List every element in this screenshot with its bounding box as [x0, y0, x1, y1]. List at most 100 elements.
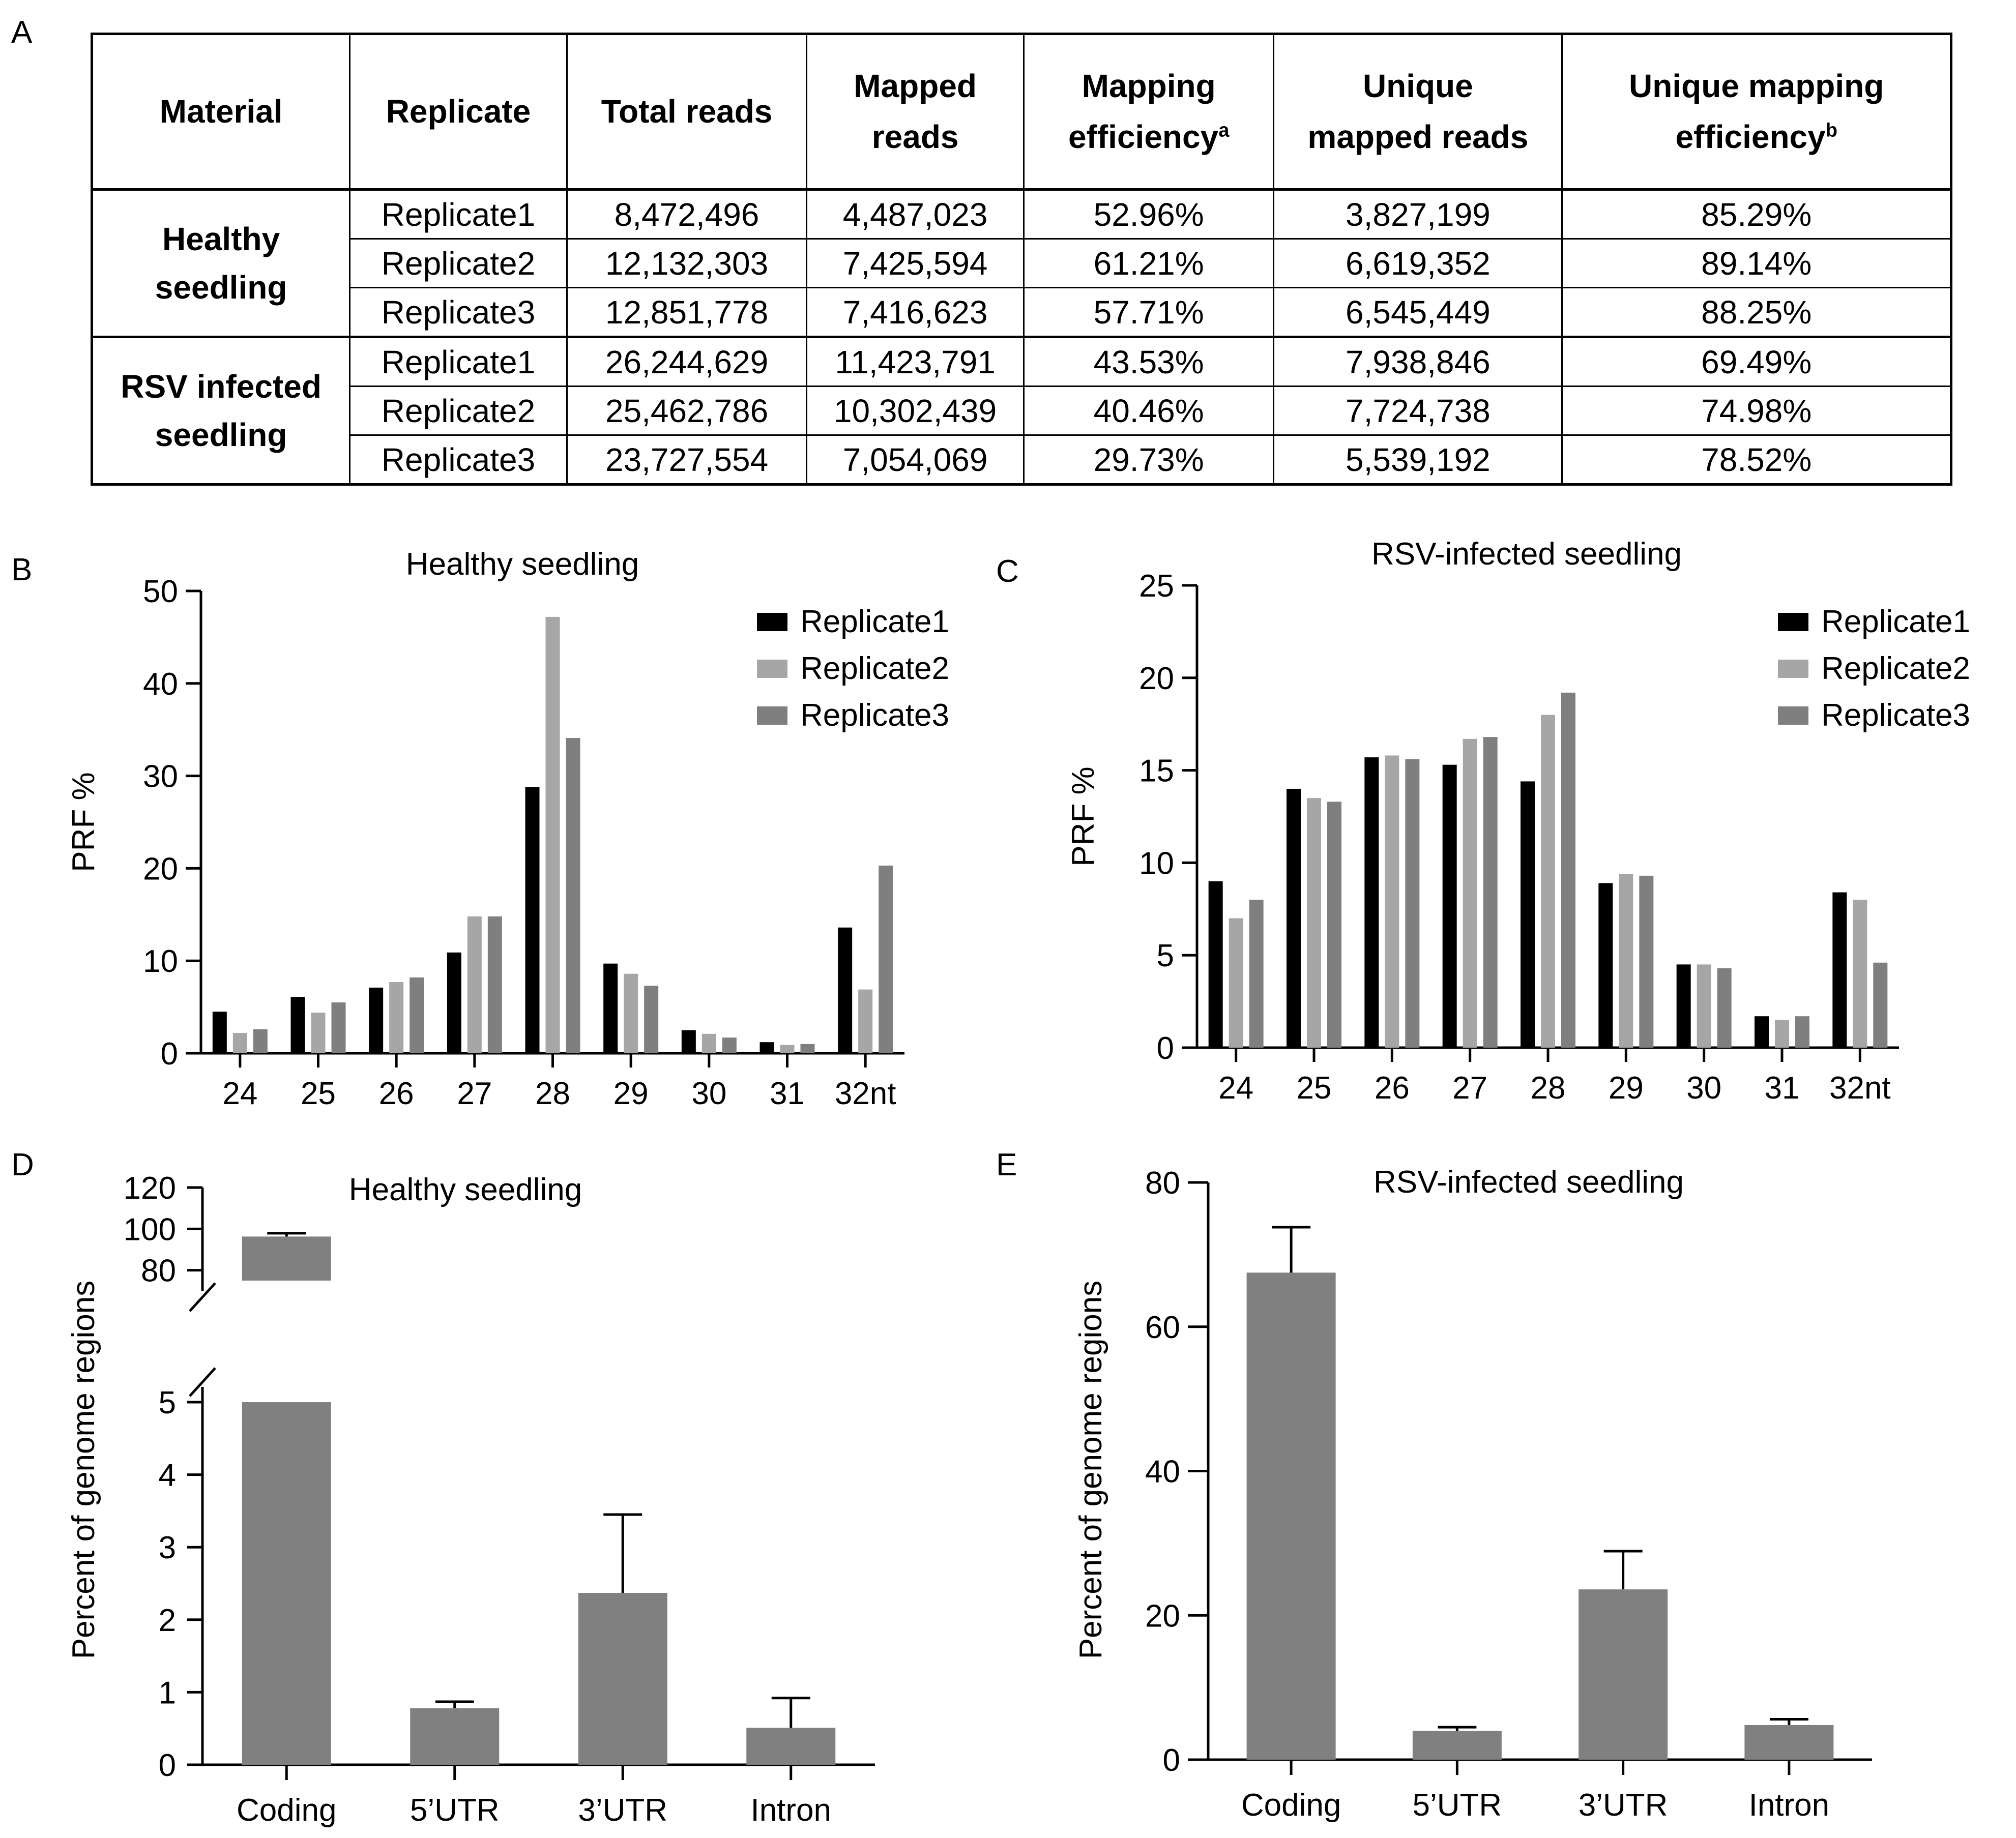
bar	[447, 952, 461, 1053]
table-row: Replicate3 12,851,778 7,416,623 57.71% 6…	[92, 287, 1952, 338]
y-tick-label: 10	[1139, 846, 1174, 881]
chart-c-rsv-length-distribution: RSV-infected seedling 0 5 10 15 20 25 PRF % 24 25…	[1066, 537, 1970, 1106]
bar	[1412, 1731, 1502, 1760]
y-tick-label: 0	[1157, 1031, 1174, 1066]
y-tick-label: 20	[1139, 661, 1174, 696]
x-tick-label: 31	[770, 1076, 805, 1111]
header-unique-mapping-efficiency: Unique mapping efficiencyb	[1561, 33, 1952, 190]
x-tick-label: 27	[1452, 1071, 1487, 1106]
bar	[1561, 692, 1575, 1048]
table-cell: 7,724,738	[1273, 386, 1563, 436]
bar	[467, 916, 482, 1053]
bar	[1717, 968, 1732, 1048]
y-tick-label: 80	[141, 1254, 176, 1289]
table-cell: Replicate2	[349, 238, 568, 288]
bar	[1385, 755, 1399, 1048]
legend-swatch	[757, 706, 787, 725]
header-mapping-efficiency: Mapping efficiencya	[1022, 33, 1275, 190]
bar	[1676, 964, 1691, 1048]
table-cell: 7,416,623	[806, 287, 1025, 338]
bar	[624, 973, 638, 1053]
x-tick-label: 24	[222, 1076, 257, 1111]
table-cell: 78.52%	[1561, 434, 1952, 485]
x-tick-label: 29	[613, 1076, 649, 1111]
bar	[1873, 962, 1888, 1048]
bar	[1697, 964, 1711, 1048]
y-tick-label: 0	[1163, 1743, 1180, 1778]
mapping-stats-table: Material Replicate Total reads Mapped rea…	[91, 33, 1952, 486]
bar	[800, 1044, 815, 1053]
y-tick-label: 1	[159, 1675, 176, 1710]
table-cell: 89.14%	[1561, 238, 1952, 288]
bar	[389, 982, 404, 1053]
table-cell: 26,244,629	[566, 336, 808, 387]
y-tick-label: 120	[124, 1171, 176, 1206]
bar	[1229, 918, 1243, 1048]
bar	[1442, 764, 1457, 1048]
bar	[1463, 738, 1477, 1048]
table-cell: 7,054,069	[806, 434, 1025, 485]
table-cell: 6,619,352	[1273, 238, 1563, 288]
table-cell: Replicate3	[349, 287, 568, 338]
x-tick-label: 27	[457, 1076, 492, 1111]
legend-swatch	[1778, 706, 1808, 725]
bar	[1287, 788, 1301, 1048]
y-tick-label: 20	[1145, 1598, 1180, 1634]
x-tick-label: 26	[1375, 1071, 1410, 1106]
table-row: Replicate2 25,462,786 10,302,439 40.46% …	[92, 386, 1952, 436]
bar	[331, 1002, 346, 1053]
x-tick-label: 3’UTR	[578, 1793, 667, 1828]
legend-label: Replicate2	[1821, 651, 1970, 686]
table-cell: 11,423,791	[806, 336, 1025, 387]
table-cell: 12,851,778	[566, 287, 808, 338]
table-cell: 43.53%	[1022, 336, 1275, 387]
chart-b-healthy-length-distribution: Healthy seedling 0 10 20 30 40 50 PRF % 24 25 26 27…	[66, 547, 949, 1111]
table-cell: Replicate3	[349, 434, 568, 485]
group-healthy-seedling: Healthy seedling	[91, 188, 351, 338]
x-tick-label: 30	[691, 1076, 726, 1111]
bar	[1541, 715, 1555, 1048]
y-axis-label: PRF %	[1066, 766, 1101, 866]
x-tick-label: 5’UTR	[410, 1793, 500, 1828]
y-tick-label: 80	[1145, 1166, 1180, 1201]
chart-e-rsv-genome-regions: RSV-infected seedling Percent of genome r…	[1073, 1165, 1872, 1823]
y-tick-label: 4	[159, 1458, 176, 1493]
bar	[603, 963, 618, 1053]
bar	[746, 1728, 836, 1765]
bar	[702, 1033, 716, 1053]
x-tick-label: 25	[1297, 1071, 1332, 1106]
chart-title: Healthy seedling	[406, 547, 639, 582]
table-cell: Replicate1	[349, 336, 568, 387]
bar	[1521, 781, 1535, 1048]
bar	[1405, 759, 1420, 1048]
panel-label-c: C	[996, 554, 1019, 589]
y-tick-label: 60	[1145, 1310, 1180, 1345]
panel-label-b: B	[11, 552, 33, 587]
x-tick-label: 5’UTR	[1413, 1788, 1502, 1823]
table-header-row: Material Replicate Total reads Mapped rea…	[91, 33, 1952, 190]
table-cell: 12,132,303	[566, 238, 808, 288]
bar	[1364, 757, 1379, 1048]
table-row: Replicate3 23,727,554 7,054,069 29.73% 5…	[92, 434, 1952, 485]
y-tick-label: 100	[124, 1212, 176, 1247]
bar	[1249, 900, 1264, 1048]
x-tick-label: 28	[535, 1076, 570, 1111]
table-cell: 29.73%	[1022, 434, 1275, 485]
y-axis-label: Percent of genome regions	[1073, 1281, 1108, 1659]
bar	[487, 916, 502, 1053]
bar	[1208, 881, 1223, 1048]
y-tick-label: 40	[143, 667, 178, 702]
legend-swatch	[757, 660, 787, 678]
y-tick-label: 40	[1145, 1455, 1180, 1490]
y-axis-label: PRF %	[66, 772, 101, 872]
axis-break-mark	[189, 1282, 216, 1312]
table-cell: 25,462,786	[566, 386, 808, 436]
y-tick-label: 20	[143, 851, 178, 886]
table-cell: 69.49%	[1561, 336, 1952, 387]
x-tick-label: 24	[1218, 1071, 1253, 1106]
bar	[1327, 802, 1341, 1048]
bar-upper	[242, 1236, 331, 1281]
table-cell: 3,827,199	[1273, 188, 1563, 240]
y-tick-label: 50	[143, 574, 178, 609]
bar	[311, 1013, 326, 1053]
